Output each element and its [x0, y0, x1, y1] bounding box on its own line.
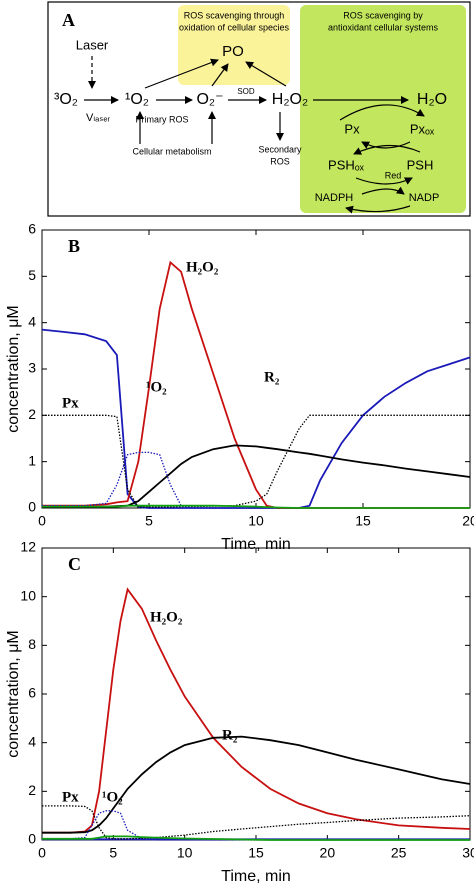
node-label: PO	[222, 43, 244, 60]
series-label: H₂O₂	[150, 609, 183, 625]
y-tick-label: 6	[28, 221, 36, 237]
x-axis-label: Time, min	[221, 868, 291, 885]
node-label: Primary ROS	[135, 114, 188, 124]
panel-letter: A	[62, 10, 75, 30]
y-tick-label: 8	[28, 636, 36, 652]
series-line	[42, 444, 471, 508]
y-tick-label: 12	[20, 539, 36, 555]
node-label: Vₗₐₛₑᵣ	[86, 112, 110, 124]
node-label: ¹O₂	[125, 91, 149, 108]
arrow	[345, 205, 411, 214]
x-tick-label: 0	[38, 513, 46, 529]
node-label: H₂O	[417, 91, 447, 108]
box-caption: antioxidant cellular systems	[328, 22, 439, 32]
node-label: Pxₒₓ	[410, 121, 435, 136]
node-label: NADPH	[315, 192, 354, 204]
x-tick-label: 20	[320, 845, 336, 861]
series-label: R₂	[222, 727, 238, 743]
y-tick-label: 4	[28, 733, 36, 749]
box-caption: oxidation of cellular species	[179, 22, 290, 32]
arrow	[339, 104, 425, 121]
y-axis-label: concentration, μM	[5, 630, 22, 758]
y-tick-label: 0	[28, 499, 36, 515]
arrow	[355, 177, 413, 185]
y-tick-label: 2	[28, 782, 36, 798]
series-line	[41, 328, 471, 509]
arrow	[144, 58, 219, 89]
node-label: Cellular metabolism	[132, 146, 211, 156]
series-line	[42, 735, 471, 834]
series-label: H₂O₂	[186, 259, 219, 275]
x-tick-label: 0	[38, 845, 46, 861]
box-caption: ROS scavenging by	[343, 10, 423, 20]
series-line	[42, 451, 470, 509]
y-tick-label: 4	[28, 313, 36, 329]
node-label: PSHₒₓ	[328, 157, 365, 172]
x-tick-label: 15	[355, 513, 371, 529]
series-line	[42, 835, 470, 841]
node-label: ³O₂	[54, 91, 78, 108]
y-tick-label: 1	[28, 452, 36, 468]
arrow	[353, 144, 421, 155]
node-label: ROS	[270, 156, 290, 166]
series-label: Px	[62, 395, 79, 411]
arrow	[211, 63, 229, 87]
series-label: ¹O₂	[102, 789, 123, 805]
x-tick-label: 5	[145, 513, 153, 529]
y-tick-label: 3	[28, 360, 36, 376]
x-tick-label: 5	[109, 845, 117, 861]
x-tick-label: 25	[391, 845, 407, 861]
node-label: O₂⁻	[196, 91, 223, 108]
node-label: Px	[344, 121, 360, 136]
panel-title: C	[68, 554, 81, 574]
panel-title: B	[68, 236, 80, 256]
x-tick-label: 10	[248, 513, 264, 529]
plot-frame	[41, 229, 471, 509]
node-label: NADP	[409, 192, 440, 204]
green-box	[300, 5, 466, 213]
y-tick-label: 6	[28, 685, 36, 701]
series-line	[42, 414, 470, 508]
arrow	[361, 186, 405, 195]
x-tick-label: 30	[462, 845, 474, 861]
x-tick-label: 20	[462, 513, 474, 529]
box-caption: ROS scavenging through	[184, 10, 285, 20]
node-label: SOD	[237, 87, 255, 96]
series-line	[42, 260, 470, 509]
node-label: H₂O₂	[272, 91, 308, 108]
y-tick-label: 10	[20, 587, 36, 603]
series-line	[42, 587, 471, 834]
x-tick-label: 15	[248, 845, 264, 861]
arrow	[245, 61, 287, 87]
y-tick-label: 2	[28, 406, 36, 422]
node-label: Red	[385, 170, 402, 180]
x-tick-label: 10	[177, 845, 193, 861]
node-label: Laser	[76, 37, 109, 52]
arrow	[361, 141, 411, 149]
x-axis-label: Time, min	[221, 536, 291, 553]
series-label: Px	[62, 789, 79, 805]
y-axis-label: concentration, μM	[5, 305, 22, 433]
y-tick-label: 5	[28, 267, 36, 283]
series-label: ¹O₂	[146, 379, 167, 395]
diagram-panel: A ROS scavenging through oxidation of ce…	[47, 1, 471, 217]
series-line	[42, 504, 470, 509]
y-tick-label: 0	[28, 831, 36, 847]
node-label: Secondary	[258, 144, 302, 154]
node-label: PSH	[407, 157, 434, 172]
series-label: R₂	[264, 369, 280, 385]
